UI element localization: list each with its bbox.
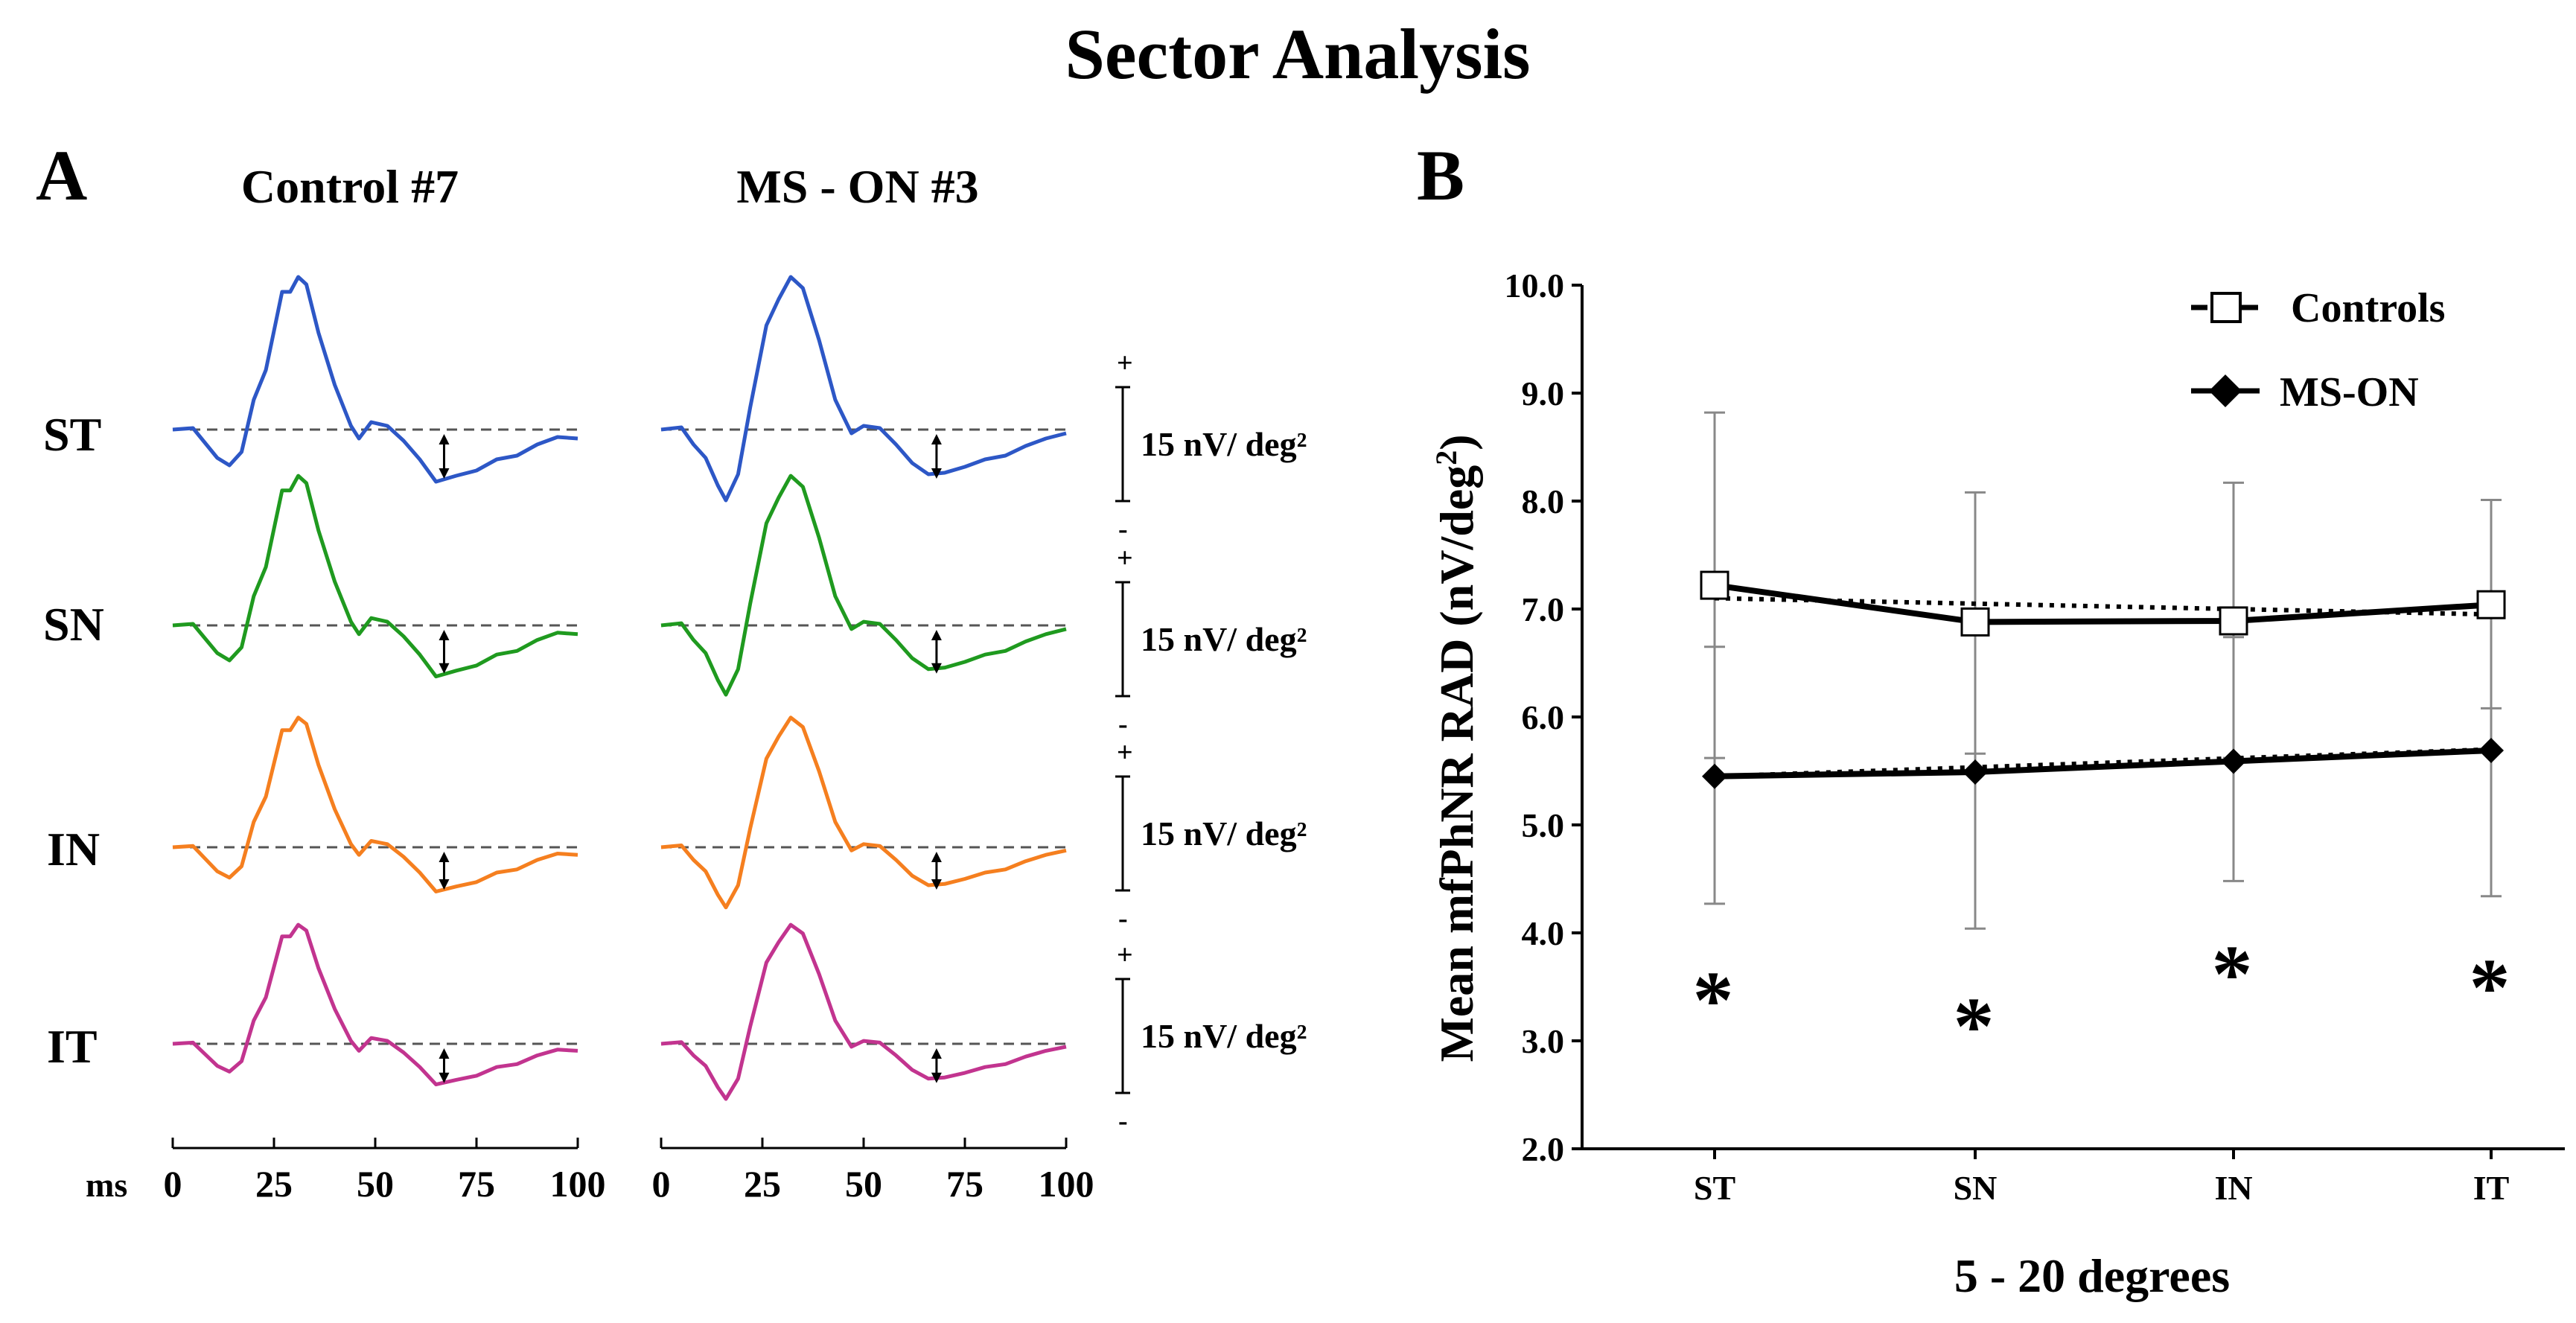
legend: Controls MS-ON — [2191, 285, 2445, 415]
trough-arrow-head-down — [931, 1072, 942, 1083]
trough-arrow-head-down — [931, 468, 942, 479]
trough-arrow-head-down — [439, 879, 450, 890]
trough-arrow-head-up — [931, 434, 942, 444]
y-tick-label: 7.0 — [1522, 590, 1565, 628]
scale-minus: - — [1118, 709, 1128, 740]
time-tick-label: 25 — [255, 1163, 293, 1205]
column-title-control: Control #7 — [241, 160, 459, 213]
waveform-in-control — [172, 715, 578, 893]
point-controls-st — [1700, 570, 1729, 600]
trough-arrow-head-down — [931, 663, 942, 674]
point-ms-on-it — [2478, 737, 2504, 763]
scale-plus: + — [1117, 940, 1133, 971]
trough-arrow-head-up — [439, 1048, 450, 1059]
scale-bar-label: 15 nV/ deg² — [1141, 620, 1307, 658]
scale-plus: + — [1117, 348, 1133, 379]
y-tick-label: 5.0 — [1522, 806, 1565, 844]
time-tick-label: 100 — [550, 1163, 606, 1205]
x-tick-label-it: IT — [2473, 1169, 2510, 1207]
y-tick-label: 6.0 — [1522, 698, 1565, 736]
significance-asterisk-it: * — [2470, 942, 2510, 1033]
scale-bar-label: 15 nV/ deg² — [1141, 814, 1307, 852]
sector-label-sn: SN — [43, 598, 104, 651]
scale-minus: - — [1118, 903, 1128, 934]
waveform-st-ms-on — [660, 275, 1067, 503]
waveform-st-control — [172, 275, 578, 484]
point-controls-it — [2476, 590, 2506, 619]
trough-arrow-head-down — [439, 468, 450, 479]
trough-arrow-head-up — [439, 852, 450, 862]
scale-bars: +-15 nV/ deg²+-15 nV/ deg²+-15 nV/ deg²+… — [1115, 348, 1307, 1137]
trough-arrow-head-up — [931, 1048, 942, 1059]
panel-b-x-axis-title: 5 - 20 degrees — [1954, 1249, 2230, 1302]
time-tick-label: 50 — [845, 1163, 882, 1205]
trough-arrow-head-up — [931, 630, 942, 640]
panel-b-chart: 2.0 3.0 4.0 5.0 6.0 7.0 8.0 9.0 10.0 ST SN IN IT * * * * — [1505, 267, 2565, 1207]
point-ms-on-st — [1702, 763, 1727, 789]
trough-arrow-head-up — [931, 852, 942, 862]
significance-asterisk-st: * — [1693, 954, 1734, 1045]
x-tick-label-in: IN — [2214, 1169, 2252, 1207]
scale-bar-label: 15 nV/ deg² — [1141, 1017, 1307, 1055]
waveform-sn-control — [172, 474, 578, 679]
scale-bar-label: 15 nV/ deg² — [1141, 425, 1307, 463]
waveform-in-ms-on — [660, 715, 1067, 910]
scale-minus: - — [1118, 1106, 1128, 1137]
sector-label-in: IN — [47, 823, 100, 876]
point-controls-in — [2219, 606, 2248, 636]
time-tick-label: 50 — [357, 1163, 394, 1205]
waveform-it-control — [172, 922, 578, 1087]
column-title-ms-on: MS - ON #3 — [736, 160, 978, 213]
point-controls-sn — [1960, 607, 1990, 637]
point-ms-on-in — [2221, 748, 2246, 774]
scale-minus: - — [1118, 514, 1128, 545]
time-tick-label: 25 — [744, 1163, 781, 1205]
legend-ms-on-marker — [2209, 374, 2242, 407]
y-tick-label: 3.0 — [1522, 1022, 1565, 1060]
trough-arrow-head-up — [439, 630, 450, 640]
time-tick-label: 0 — [652, 1163, 671, 1205]
waveform-traces — [172, 275, 1067, 1101]
sector-label-it: IT — [47, 1020, 98, 1073]
time-tick-label: 75 — [946, 1163, 983, 1205]
time-tick-label: 100 — [1039, 1163, 1094, 1205]
significance-asterisk-in: * — [2212, 928, 2253, 1019]
legend-controls-label: Controls — [2291, 285, 2445, 331]
sector-label-st: ST — [43, 408, 101, 461]
trough-arrow-head-down — [439, 1072, 450, 1083]
legend-ms-on-label: MS-ON — [2280, 369, 2419, 415]
time-tick-label: 75 — [458, 1163, 495, 1205]
y-tick-label: 2.0 — [1522, 1130, 1565, 1168]
y-tick-label: 10.0 — [1505, 267, 1565, 305]
waveform-it-ms-on — [660, 922, 1067, 1101]
waveform-sn-ms-on — [660, 474, 1067, 697]
scale-plus: + — [1117, 543, 1133, 574]
point-ms-on-sn — [1963, 759, 1988, 785]
panel-a-label: A — [36, 136, 87, 215]
figure-title: Sector Analysis — [1065, 14, 1531, 94]
x-tick-label-sn: SN — [1954, 1169, 1998, 1207]
significance-asterisk-sn: * — [1954, 981, 1995, 1071]
x-tick-label-st: ST — [1694, 1169, 1735, 1207]
series-line-controls — [1714, 582, 2492, 625]
panel-b-y-axis-title: Mean mfPhNR RAD (nV/deg2) — [1429, 434, 1484, 1062]
legend-controls-marker — [2210, 292, 2242, 323]
series-line-ms-on — [1714, 747, 2492, 780]
trough-arrow-head-down — [439, 663, 450, 674]
panel-b-label: B — [1417, 136, 1464, 215]
trough-arrow-head-up — [439, 434, 450, 444]
time-tick-label: 0 — [164, 1163, 182, 1205]
y-tick-label: 4.0 — [1522, 914, 1565, 952]
scale-plus: + — [1117, 737, 1133, 768]
time-axes: 0 25 50 75 100 0 25 50 75 100 — [164, 1138, 1094, 1205]
y-tick-label: 9.0 — [1522, 374, 1565, 412]
y-tick-label: 8.0 — [1522, 482, 1565, 520]
trough-arrow-head-down — [931, 879, 942, 890]
x-unit-label: ms — [86, 1166, 127, 1204]
